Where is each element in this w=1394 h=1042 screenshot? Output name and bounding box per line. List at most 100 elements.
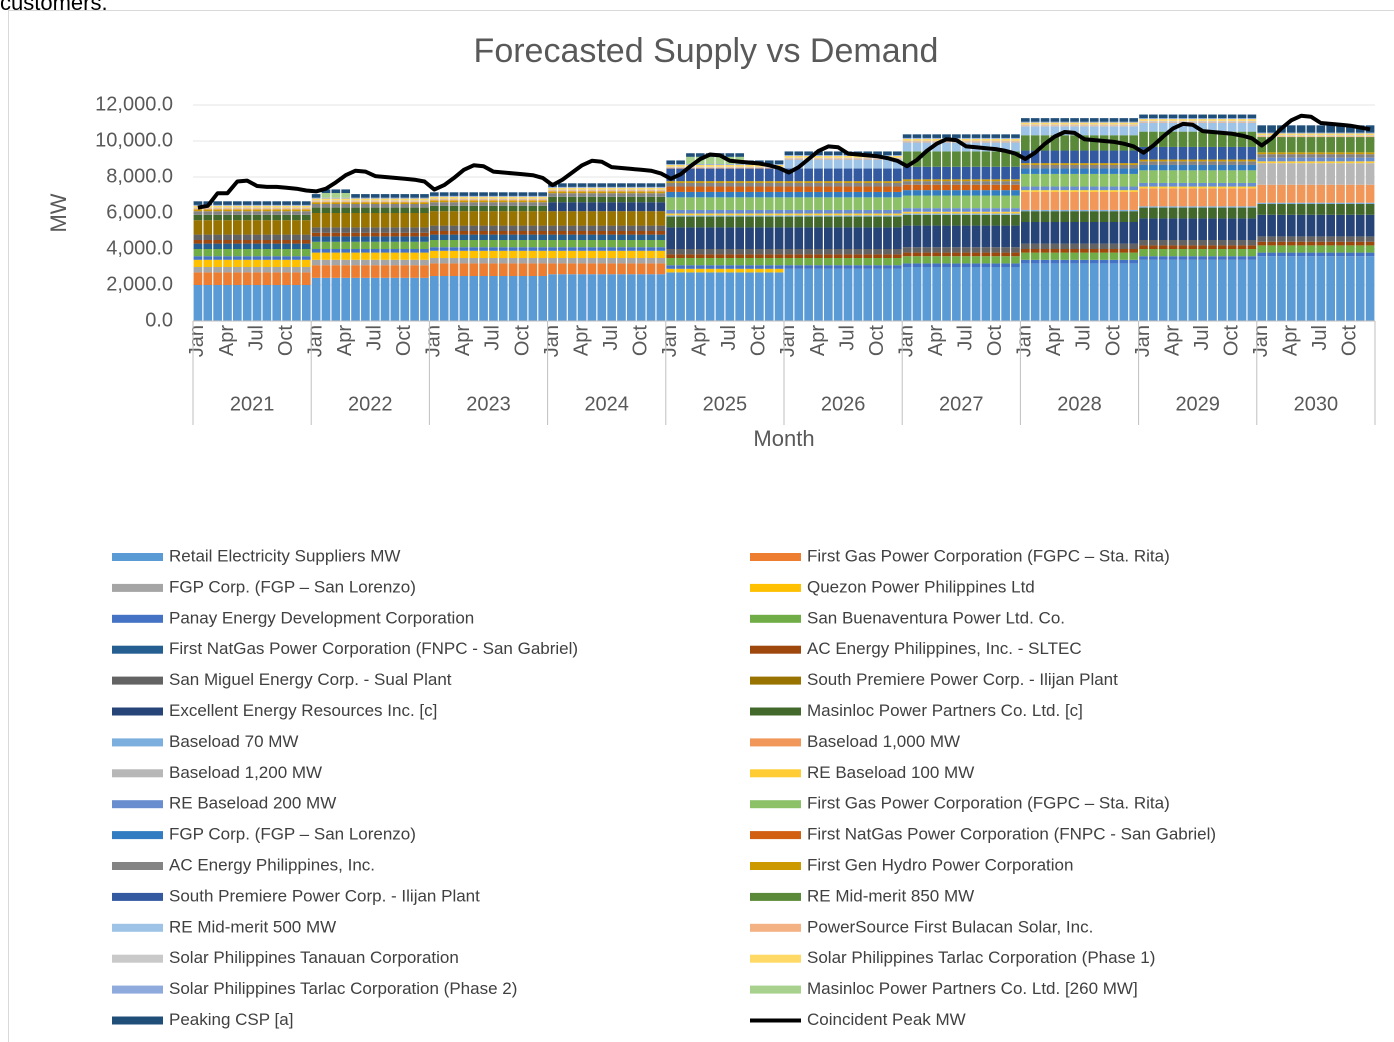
bar-segment bbox=[1316, 157, 1326, 162]
bar-segment bbox=[1089, 173, 1099, 187]
bar-segment bbox=[774, 182, 784, 187]
bar-segment bbox=[1296, 152, 1306, 155]
bar-segment bbox=[489, 211, 498, 226]
bar-segment bbox=[1227, 122, 1237, 132]
bar-segment bbox=[1208, 114, 1217, 119]
bar-segment bbox=[991, 267, 1001, 321]
bar-segment bbox=[922, 142, 932, 152]
bar-segment bbox=[252, 201, 262, 205]
bar-segment bbox=[607, 231, 616, 235]
bar-segment bbox=[1168, 249, 1178, 257]
bar-segment bbox=[1326, 161, 1335, 164]
bar-segment bbox=[1129, 211, 1138, 222]
bar-segment bbox=[223, 214, 232, 221]
bar-segment bbox=[1188, 131, 1198, 147]
bar-segment bbox=[262, 211, 272, 215]
bar-segment bbox=[1365, 137, 1375, 153]
bar-segment bbox=[430, 205, 439, 212]
bar-segment bbox=[1178, 146, 1188, 160]
bar-segment bbox=[577, 258, 587, 264]
bar-segment bbox=[1080, 252, 1089, 260]
bar-segment bbox=[745, 213, 754, 216]
bar-segment bbox=[233, 201, 242, 205]
bar-segment bbox=[489, 263, 498, 276]
bar-segment bbox=[1346, 133, 1355, 136]
bar-segment bbox=[833, 215, 843, 217]
bar-segment bbox=[1021, 125, 1030, 127]
bar-segment bbox=[233, 205, 242, 208]
bar-segment bbox=[804, 181, 813, 183]
bar-segment bbox=[1099, 252, 1109, 260]
bar-segment bbox=[1306, 152, 1316, 155]
bar-segment bbox=[1346, 137, 1355, 153]
bar-segment bbox=[833, 155, 843, 158]
bar-segment bbox=[479, 234, 488, 240]
bar-segment bbox=[1247, 118, 1257, 120]
x-tick-label: Apr bbox=[216, 325, 238, 356]
bar-segment bbox=[961, 184, 971, 191]
bar-segment bbox=[252, 259, 262, 267]
bar-segment bbox=[528, 247, 538, 251]
bar-segment bbox=[971, 208, 981, 212]
bar-segment bbox=[784, 268, 794, 321]
bar-segment bbox=[764, 191, 774, 198]
legend-swatch bbox=[750, 800, 801, 809]
bar-segment bbox=[755, 167, 764, 169]
bar-segment bbox=[370, 207, 380, 213]
legend-label: PowerSource First Bulacan Solar, Inc. bbox=[807, 917, 1093, 936]
bar-segment bbox=[892, 209, 902, 214]
bar-segment bbox=[1198, 119, 1207, 121]
bar-segment bbox=[932, 211, 941, 214]
bar-segment bbox=[1119, 173, 1129, 187]
bar-segment bbox=[1237, 207, 1247, 219]
bar-segment bbox=[1208, 121, 1217, 123]
bar-segment bbox=[1208, 159, 1217, 162]
bar-segment bbox=[1139, 161, 1148, 165]
bar-segment bbox=[952, 247, 961, 253]
bar-segment bbox=[213, 240, 222, 244]
bar-segment bbox=[321, 241, 331, 249]
bar-segment bbox=[1001, 247, 1010, 253]
bar-segment bbox=[272, 214, 282, 221]
bar-segment bbox=[981, 195, 991, 209]
bar-segment bbox=[311, 201, 321, 203]
bar-segment bbox=[1257, 161, 1267, 164]
bar-segment bbox=[459, 205, 469, 212]
bar-segment bbox=[390, 252, 400, 260]
legend-swatch bbox=[112, 707, 163, 716]
bar-segment bbox=[1247, 256, 1257, 260]
bar-segment bbox=[410, 265, 419, 278]
bar-segment bbox=[922, 140, 932, 142]
bar-segment bbox=[1089, 124, 1099, 126]
bar-segment bbox=[705, 272, 715, 321]
bar-segment bbox=[676, 254, 685, 258]
bar-segment bbox=[498, 200, 508, 203]
bar-segment bbox=[1001, 184, 1010, 191]
bar-segment bbox=[735, 272, 744, 321]
bar-segment bbox=[1355, 154, 1365, 158]
bar-segment bbox=[282, 234, 291, 240]
bar-segment bbox=[932, 252, 941, 257]
x-tick-label: Apr bbox=[925, 325, 947, 356]
bar-segment bbox=[597, 274, 607, 321]
bar-segment bbox=[351, 207, 360, 213]
bar-segment bbox=[370, 241, 380, 249]
bar-segment bbox=[1365, 252, 1375, 257]
bar-segment bbox=[498, 225, 508, 231]
bar-segment bbox=[1286, 256, 1296, 321]
bar-segment bbox=[715, 164, 725, 165]
legend-label: RE Baseload 200 MW bbox=[169, 794, 336, 813]
bar-segment bbox=[1129, 118, 1138, 122]
legend-swatch bbox=[750, 676, 801, 685]
bar-segment bbox=[252, 211, 262, 215]
bar-segment bbox=[656, 183, 666, 187]
bar-segment bbox=[774, 197, 784, 210]
bar-segment bbox=[1099, 190, 1109, 192]
bar-segment bbox=[430, 276, 439, 321]
bar-segment bbox=[1208, 120, 1217, 122]
bar-segment bbox=[1030, 243, 1040, 249]
bar-segment bbox=[676, 186, 685, 192]
bar-segment bbox=[508, 276, 518, 321]
bar-segment bbox=[528, 225, 538, 231]
bar-segment bbox=[262, 214, 272, 221]
